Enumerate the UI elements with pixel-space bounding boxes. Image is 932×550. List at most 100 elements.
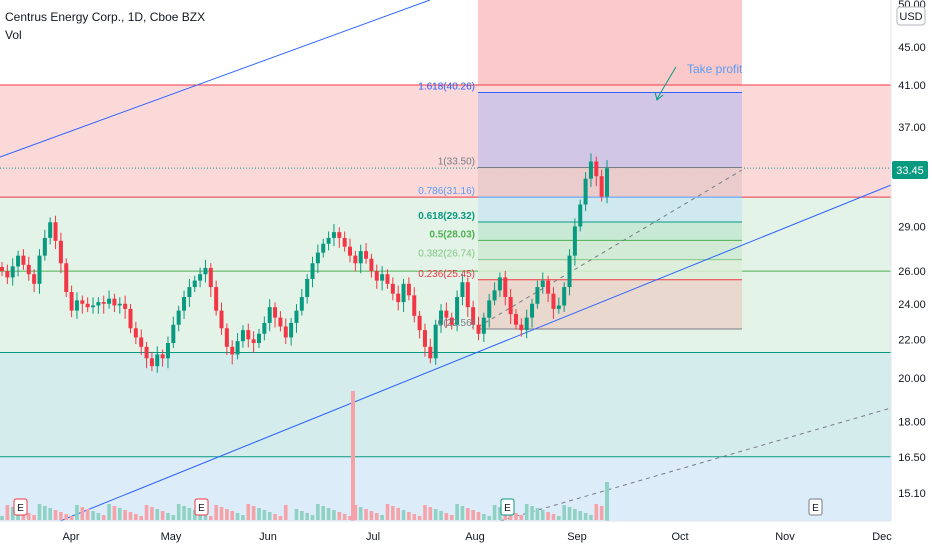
candle-body-38 — [203, 267, 208, 275]
candle-body-23 — [123, 303, 128, 309]
candle-body-53 — [283, 326, 288, 338]
volume-bar-57 — [305, 513, 309, 520]
candle-body-43 — [230, 346, 235, 355]
volume-bar-31 — [166, 513, 170, 520]
volume-bar-33 — [176, 504, 181, 520]
candle-body-59 — [315, 252, 320, 264]
volume-bar-28 — [150, 507, 154, 520]
fib-band-5 — [478, 259, 742, 280]
volume-bar-85 — [455, 504, 459, 520]
volume-bar-48 — [257, 508, 261, 520]
candle-body-66 — [353, 255, 358, 264]
fibonacci-extension[interactable] — [478, 91, 742, 330]
candle-body-47 — [251, 339, 256, 344]
candle-body-51 — [273, 307, 278, 318]
take-profit-annotation[interactable]: Take profit — [654, 62, 743, 101]
volume-bar-46 — [246, 504, 251, 520]
time-axis[interactable]: Apr May Jun Jul Aug Sep Oct Nov Dec — [62, 531, 892, 543]
take-profit-label: Take profit — [687, 62, 743, 76]
candle-body-50 — [267, 307, 272, 323]
volume-bar-63 — [337, 512, 342, 520]
candle-body-110 — [588, 161, 593, 179]
volume-bar-88 — [471, 510, 475, 520]
symbol-title[interactable]: Centrus Energy Corp., 1D, Cboe BZX — [5, 10, 206, 24]
candle-body-101 — [540, 280, 545, 288]
volume-bar-66 — [353, 505, 358, 520]
volume-bar-72 — [385, 504, 390, 520]
time-tick-7: Nov — [775, 531, 795, 543]
volume-bar-84 — [449, 515, 454, 520]
take-profit-arrow — [656, 66, 677, 100]
fib-label-0.5: 0.5(28.03) — [429, 229, 475, 240]
fib-label-0.618: 0.618(29.32) — [418, 211, 475, 222]
time-tick-1: May — [161, 531, 182, 543]
price-tick-1: 45.00 — [898, 42, 926, 54]
volume-bar-5 — [26, 513, 31, 520]
candle-body-87 — [465, 282, 470, 308]
volume-bar-14 — [75, 505, 79, 520]
volume-bar-109 — [583, 513, 588, 520]
candle-body-48 — [256, 333, 261, 344]
candle-body-19 — [101, 302, 106, 304]
price-tick-11: 16.50 — [898, 452, 926, 464]
fib-label-0: 0(22.56) — [438, 318, 475, 329]
time-tick-6: Oct — [671, 531, 688, 543]
volume-bar-67 — [358, 507, 363, 520]
zone-layer — [0, 0, 891, 521]
volume-bar-6 — [32, 515, 36, 520]
volume-bar-37 — [198, 512, 202, 520]
volume-bar-90 — [482, 514, 486, 520]
candle-body-106 — [567, 255, 572, 288]
lower-zone — [0, 456, 891, 521]
volume-bar-15 — [80, 507, 85, 520]
candle-body-20 — [107, 298, 112, 304]
price-tick-10: 18.00 — [898, 416, 926, 428]
volume-legend: Vol — [5, 28, 22, 42]
volume-bar-26 — [139, 516, 144, 520]
volume-bar-16 — [85, 509, 90, 520]
volume-bar-51 — [273, 514, 277, 520]
candle-body-65 — [348, 246, 353, 256]
price-tick-5: 29.00 — [898, 221, 926, 233]
volume-bar-106 — [567, 507, 572, 520]
candle-body-68 — [364, 251, 369, 259]
volume-bar-91 — [487, 516, 492, 520]
candle-body-9 — [48, 222, 53, 238]
candle-body-18 — [96, 302, 101, 306]
candle-body-60 — [321, 243, 326, 253]
price-tick-6: 26.00 — [898, 266, 926, 278]
candle-body-63 — [337, 232, 342, 238]
fib-band-4 — [478, 240, 742, 260]
candle-body-1 — [5, 271, 10, 278]
price-tick-0: 50.00 — [898, 0, 926, 11]
time-tick-5: Sep — [567, 531, 587, 543]
volume-bar-92 — [492, 505, 497, 520]
currency-badge[interactable] — [896, 6, 926, 26]
candle-body-46 — [246, 330, 251, 340]
candle-body-11 — [58, 240, 63, 264]
volume-bar-71 — [380, 515, 384, 520]
earnings-marker-label-1: E — [198, 503, 205, 514]
candle-body-76 — [406, 283, 411, 296]
candle-body-77 — [412, 295, 417, 316]
projection-line — [477, 169, 743, 328]
volume-bar-103 — [551, 514, 556, 520]
volume-bar-108 — [578, 511, 583, 520]
take-profit-arrowhead — [654, 91, 664, 101]
candle-body-16 — [85, 303, 90, 308]
candlesticks — [0, 153, 609, 373]
lower-projection-line — [499, 407, 892, 522]
volume-bar-62 — [332, 510, 336, 520]
volume-bar-20 — [107, 504, 111, 520]
candle-body-56 — [299, 297, 304, 311]
support-zone — [0, 352, 891, 457]
candle-body-14 — [74, 300, 79, 311]
trend-lines[interactable] — [0, 0, 892, 522]
candle-body-36 — [192, 280, 197, 288]
volume-bar-49 — [262, 510, 267, 520]
volume-bar-39 — [209, 516, 213, 520]
fib-band-1 — [478, 167, 742, 198]
volume-bar-21 — [112, 506, 117, 520]
